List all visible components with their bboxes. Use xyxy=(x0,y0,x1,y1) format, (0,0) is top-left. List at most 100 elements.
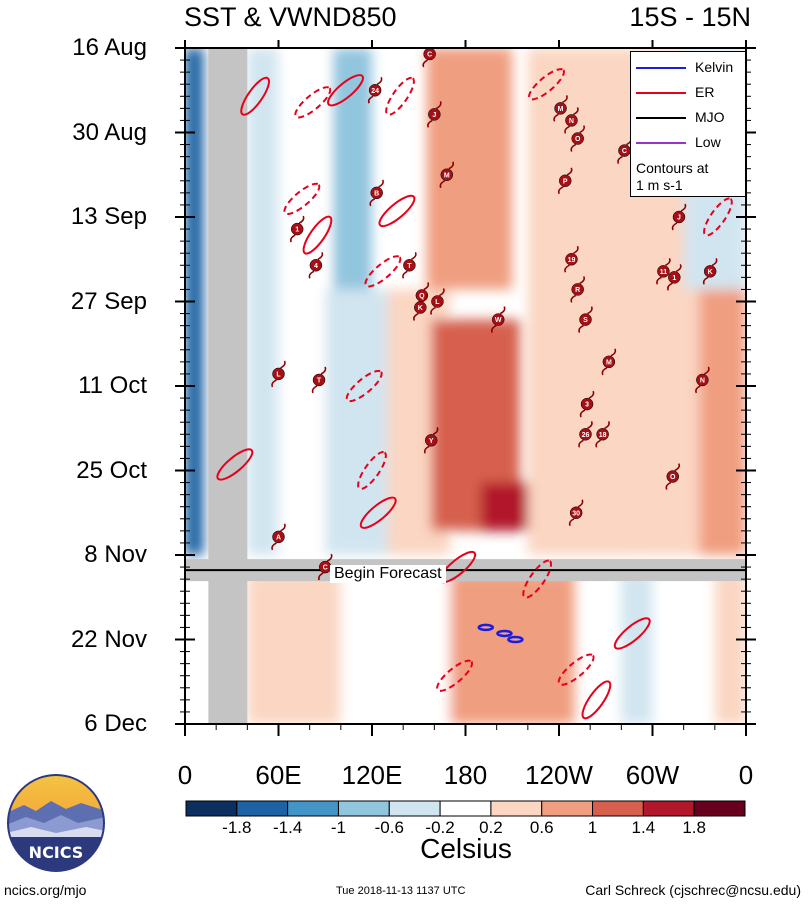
tc-id: O xyxy=(575,136,581,143)
y-tick-label: 6 Dec xyxy=(84,710,147,737)
tc-tail xyxy=(376,76,383,85)
tc-id: P xyxy=(563,178,568,185)
tc-body xyxy=(290,222,304,236)
tc-marker: M xyxy=(553,95,568,122)
er-contour xyxy=(327,74,364,107)
tc-tail xyxy=(439,180,446,189)
tc-body xyxy=(565,253,578,266)
tc-marker: A xyxy=(271,523,286,551)
tc-body xyxy=(579,313,592,326)
tc-id: B xyxy=(374,190,379,197)
tc-marker: K xyxy=(413,294,428,321)
y-tick-label: 30 Aug xyxy=(72,118,147,146)
tc-body xyxy=(602,355,616,369)
sst-cell xyxy=(340,573,450,724)
tc-marker: K xyxy=(702,257,718,285)
x-tick-label: 0 xyxy=(738,760,754,790)
tc-id: 26 xyxy=(582,432,590,439)
tc-marker: 11 xyxy=(656,257,671,285)
tc-tail xyxy=(553,113,559,122)
tc-tail xyxy=(320,366,327,375)
er-contour xyxy=(385,76,415,116)
tc-marker: J xyxy=(427,101,442,128)
tc-tail xyxy=(378,179,384,188)
tc-tail xyxy=(573,107,579,116)
tc-tail xyxy=(610,348,617,357)
tc-marker: C xyxy=(318,553,333,581)
tc-tail xyxy=(439,288,445,297)
sst-cell xyxy=(449,573,575,724)
tc-tail xyxy=(680,203,687,212)
tc-id: 3 xyxy=(585,402,589,409)
colorbar-label: -0.6 xyxy=(374,818,404,837)
tc-marker: 24 xyxy=(367,76,383,104)
tc-body xyxy=(580,397,594,411)
colorbar-units: Celsius xyxy=(420,833,512,864)
tc-tail xyxy=(570,294,577,303)
tc-marker: 1 xyxy=(667,264,682,291)
er-contour xyxy=(345,369,383,403)
tc-tail xyxy=(280,523,286,532)
er-contour xyxy=(557,653,595,686)
tc-body xyxy=(309,259,323,272)
y-tick-label: 8 Nov xyxy=(84,541,147,568)
colorbar-swatch xyxy=(592,800,644,817)
tc-id: K xyxy=(708,269,713,276)
sst-cell xyxy=(699,289,746,555)
legend: Kelvin ER MJO Low Contours at 1 m s-1 xyxy=(630,51,746,197)
sst-cell xyxy=(247,48,279,555)
tc-body xyxy=(565,114,578,127)
tc-tail xyxy=(564,264,570,273)
colorbar-swatch xyxy=(490,800,543,817)
tc-tail xyxy=(413,312,419,321)
y-tick-label: 25 Oct xyxy=(76,456,147,484)
tc-body xyxy=(491,313,505,326)
tc-body xyxy=(272,367,285,381)
legend-swatch xyxy=(636,142,686,144)
tc-tail xyxy=(430,306,436,315)
tc-marker: 1 xyxy=(289,215,305,243)
sst-cell xyxy=(527,48,637,555)
tc-tail xyxy=(568,518,575,527)
tc-marker: T xyxy=(311,366,327,394)
tc-tail xyxy=(601,367,608,376)
colorbar-label: -1.4 xyxy=(272,818,303,837)
x-tick-label: 120E xyxy=(341,760,403,790)
tc-tail xyxy=(665,481,672,490)
tc-id: K xyxy=(418,305,423,312)
tc-marker: 3 xyxy=(579,390,595,418)
tc-id: R xyxy=(575,287,580,294)
tc-tail xyxy=(422,59,429,68)
er-contour xyxy=(216,448,254,481)
tc-tail xyxy=(578,439,584,448)
sst-cell xyxy=(247,573,341,724)
tc-tail xyxy=(665,257,671,266)
y-tick-label: 16 Aug xyxy=(72,34,147,61)
tc-tail xyxy=(570,143,577,152)
tc-id: S xyxy=(583,317,588,324)
tc-tail xyxy=(326,553,333,562)
y-tick-label: 22 Nov xyxy=(70,625,147,653)
tc-id: M xyxy=(558,106,564,113)
footer-timestamp: Tue 2018-11-13 1137 UTC xyxy=(336,885,466,897)
tc-id: C xyxy=(427,52,432,59)
kelvin-contour xyxy=(496,629,513,638)
sst-cell xyxy=(714,573,746,724)
tc-tail xyxy=(577,499,584,508)
er-contour xyxy=(364,255,402,288)
tc-body xyxy=(703,265,717,278)
tc-id: A xyxy=(276,534,281,541)
tc-marker: C xyxy=(422,48,436,68)
tc-id: 18 xyxy=(599,432,607,439)
colorbar-swatch xyxy=(541,800,594,817)
tc-marker: 19 xyxy=(564,245,579,273)
tc-id: O xyxy=(670,474,676,481)
tc-id: C xyxy=(323,565,328,572)
legend-label: MJO xyxy=(695,109,725,125)
footer-website[interactable]: ncics.org/mjo xyxy=(4,882,87,898)
colorbar-swatch xyxy=(287,800,339,817)
y-tick-label: 11 Oct xyxy=(78,372,147,399)
tc-marker: Y xyxy=(423,426,439,454)
legend-swatch xyxy=(636,117,686,119)
tc-marker: N xyxy=(695,366,710,394)
